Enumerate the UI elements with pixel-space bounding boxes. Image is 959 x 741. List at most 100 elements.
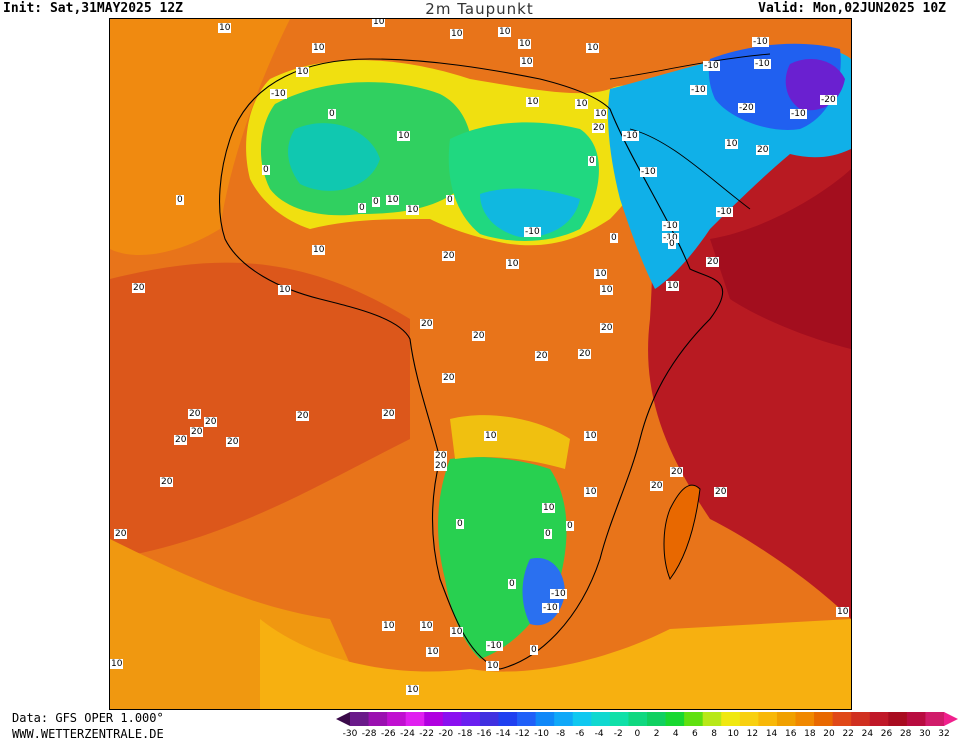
scale-tick-label: -24 xyxy=(400,729,415,739)
contour-label: 10 xyxy=(386,195,400,205)
scale-tick-label: -26 xyxy=(380,729,396,739)
northwest-atlantic xyxy=(110,19,290,255)
scale-tick-label: 24 xyxy=(861,729,874,739)
scale-tick-label: -28 xyxy=(361,729,377,739)
contour-label: 20 xyxy=(174,435,188,445)
scale-swatch xyxy=(479,712,499,726)
contour-label: 10 xyxy=(484,431,498,441)
contour-label: 20 xyxy=(226,437,240,447)
init-time-label: Init: Sat,31MAY2025 12Z xyxy=(3,1,184,16)
scale-swatch xyxy=(517,712,537,726)
contour-label: 10 xyxy=(312,43,326,53)
contour-label: 10 xyxy=(666,281,680,291)
scale-tick-label: -2 xyxy=(613,729,623,739)
contour-label: 10 xyxy=(594,109,608,119)
contour-label: -10 xyxy=(524,227,541,237)
contour-label: 0 xyxy=(328,109,336,119)
scale-swatch xyxy=(554,712,574,726)
contour-label: -10 xyxy=(542,603,559,613)
contour-label: 20 xyxy=(188,409,202,419)
contour-label: 20 xyxy=(114,529,128,539)
contour-label: -10 xyxy=(662,233,679,243)
scale-swatch xyxy=(387,712,407,726)
contour-label: 0 xyxy=(456,519,464,529)
scale-tick-label: 26 xyxy=(880,729,893,739)
scale-swatch xyxy=(498,712,518,726)
contour-label: 10 xyxy=(382,621,396,631)
scale-swatch xyxy=(591,712,611,726)
arabian-sea xyxy=(710,169,851,349)
contour-label: 0 xyxy=(358,203,366,213)
contour-label: 20 xyxy=(756,145,770,155)
map-title: 2m Taupunkt xyxy=(425,0,534,18)
valid-time-label: Valid: Mon,02JUN2025 10Z xyxy=(758,1,946,16)
contour-label: 20 xyxy=(296,411,310,421)
contour-label: 20 xyxy=(472,331,486,341)
scale-swatch xyxy=(814,712,834,726)
contour-label: 10 xyxy=(586,43,600,53)
contour-label: 10 xyxy=(584,431,598,441)
contour-label: 20 xyxy=(535,351,549,361)
contour-label: -10 xyxy=(550,589,567,599)
contour-label: 10 xyxy=(218,23,232,33)
scale-tick-label: -8 xyxy=(556,729,566,739)
scale-swatch xyxy=(702,712,722,726)
contour-label: 0 xyxy=(262,165,270,175)
scale-tick-label: -14 xyxy=(495,729,511,739)
contour-label: 10 xyxy=(600,285,614,295)
contour-label: 10 xyxy=(406,205,420,215)
west-sahara-core xyxy=(288,123,380,191)
contour-label: 10 xyxy=(406,685,420,695)
contour-label: 10 xyxy=(725,139,739,149)
scale-swatch xyxy=(869,712,889,726)
scale-tick-label: -10 xyxy=(534,729,549,739)
scale-swatch xyxy=(906,712,926,726)
scale-tick-label: -20 xyxy=(438,729,454,739)
contour-label: 0 xyxy=(610,233,618,243)
contour-label: 0 xyxy=(176,195,184,205)
contour-label: 10 xyxy=(426,647,440,657)
contour-label: -10 xyxy=(270,89,287,99)
contour-label: 0 xyxy=(446,195,454,205)
contour-label: 20 xyxy=(578,349,592,359)
scale-tick-label: 12 xyxy=(746,729,759,739)
contour-label: 20 xyxy=(442,251,456,261)
contour-label: 10 xyxy=(450,627,464,637)
contour-label: 20 xyxy=(600,323,614,333)
sudan-core xyxy=(480,188,580,238)
contour-label: 20 xyxy=(592,123,606,133)
contour-label: 10 xyxy=(110,659,124,669)
scale-swatch xyxy=(665,712,685,726)
website-label: WWW.WETTERZENTRALE.DE xyxy=(12,727,164,741)
contour-label: 10 xyxy=(520,57,534,67)
contour-label: 20 xyxy=(132,283,146,293)
scale-tick-label: 4 xyxy=(672,729,679,739)
contour-label: 0 xyxy=(668,239,676,249)
contour-label: 0 xyxy=(508,579,516,589)
contour-label: 10 xyxy=(584,487,598,497)
scale-tick-label: 18 xyxy=(804,729,816,739)
scale-tick-label: -30 xyxy=(342,729,358,739)
scale-arrow-right xyxy=(944,712,958,726)
scale-swatch xyxy=(795,712,815,726)
angola-transition xyxy=(450,415,570,469)
map-canvas xyxy=(110,19,851,709)
scale-swatch xyxy=(368,712,388,726)
contour-label: 0 xyxy=(566,521,574,531)
scale-swatch xyxy=(461,712,481,726)
contour-label: -10 xyxy=(690,85,707,95)
contour-label: -10 xyxy=(716,207,733,217)
dewpoint-map[interactable]: 10 10 10 10 10 10 10 10 10 -10 -10 -10 -… xyxy=(109,18,852,710)
contour-label: 20 xyxy=(706,257,720,267)
scale-swatch xyxy=(684,712,704,726)
scale-swatch xyxy=(424,712,444,726)
scale-swatch xyxy=(609,712,629,726)
scale-swatch xyxy=(888,712,908,726)
scale-tick-label: -6 xyxy=(575,729,585,739)
scale-tick-label: -12 xyxy=(515,729,530,739)
data-source-label: Data: GFS OPER 1.000° xyxy=(12,711,164,725)
scale-swatch xyxy=(442,712,462,726)
scale-swatch xyxy=(535,712,555,726)
contour-label: 20 xyxy=(670,467,684,477)
contour-label: 10 xyxy=(278,285,292,295)
